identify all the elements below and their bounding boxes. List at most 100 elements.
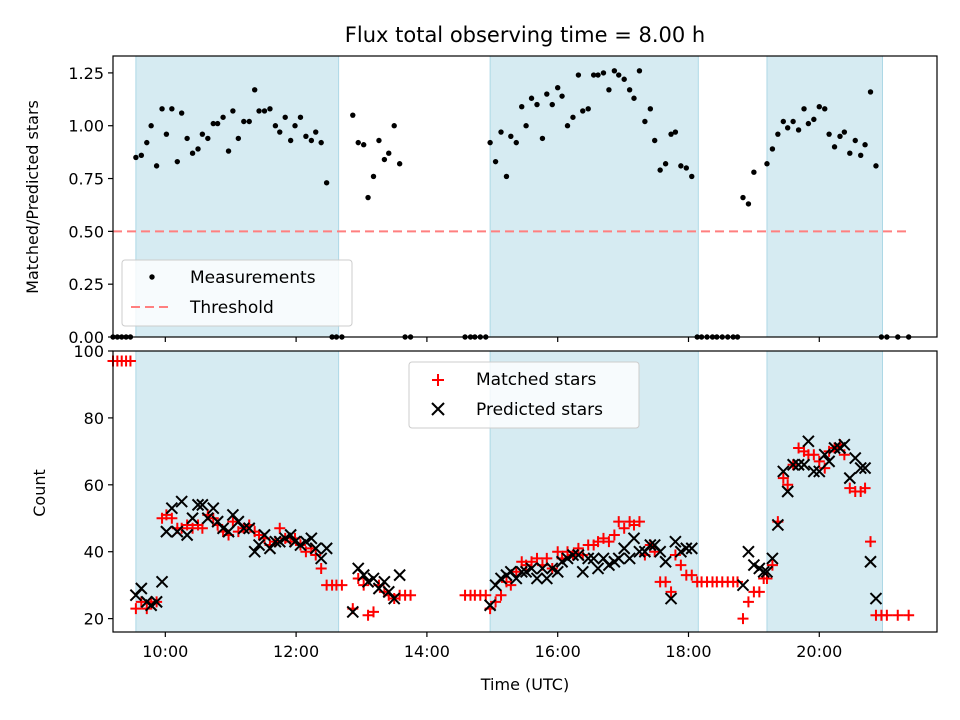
predicted-star-point-32 xyxy=(294,538,307,552)
top-legend-box xyxy=(121,259,353,327)
measurement-point-52 xyxy=(381,156,388,163)
predicted-star-point-41 xyxy=(361,575,375,589)
predicted-star-point-17 xyxy=(216,522,230,535)
predicted-star-point-113 xyxy=(864,555,877,568)
predicted-star-point-29 xyxy=(279,532,292,545)
measurement-point-88 xyxy=(616,72,622,78)
measurement-point-136 xyxy=(873,163,879,169)
predicted-star-point-93 xyxy=(760,565,774,578)
matched-star-point-80 xyxy=(572,542,584,554)
measurement-point-35 xyxy=(287,137,294,144)
measurement-point-47 xyxy=(355,139,361,146)
predicted-star-point-69 xyxy=(591,562,605,575)
predicted-star-point-59 xyxy=(540,572,554,585)
predicted-star-point-88 xyxy=(736,578,750,592)
predicted-star-point-30 xyxy=(284,528,297,542)
top-y-tick-label-2: 0.50 xyxy=(68,222,104,241)
measurement-point-19 xyxy=(205,135,211,142)
matched-star-point-89 xyxy=(618,522,630,534)
measurement-point-21 xyxy=(214,120,221,127)
predicted-star-point-7 xyxy=(165,502,179,515)
predicted-star-point-22 xyxy=(243,522,256,535)
predicted-star-point-6 xyxy=(160,525,173,538)
measurement-point-98 xyxy=(668,131,674,137)
predicted-star-point-62 xyxy=(555,555,569,568)
predicted-star-point-15 xyxy=(207,502,220,515)
measurement-point-28 xyxy=(251,87,258,93)
matched-star-point-126 xyxy=(808,449,820,461)
measurement-point-133 xyxy=(858,152,864,159)
measurement-point-17 xyxy=(195,146,201,152)
predicted-star-point-18 xyxy=(222,525,235,538)
predicted-star-point-77 xyxy=(633,545,646,558)
predicted-star-point-96 xyxy=(777,465,790,478)
matched-star-point-74 xyxy=(541,552,553,564)
predicted-star-point-13 xyxy=(196,498,209,512)
predicted-star-point-99 xyxy=(792,458,805,471)
matched-star-point-100 xyxy=(675,559,687,571)
predicted-star-point-101 xyxy=(802,435,815,448)
measurement-point-86 xyxy=(606,87,612,93)
measurement-point-94 xyxy=(647,106,654,112)
matched-star-point-24 xyxy=(227,516,239,528)
measurement-point-24 xyxy=(230,108,236,114)
matched-star-point-76 xyxy=(552,546,564,558)
measurement-point-84 xyxy=(595,72,601,78)
predicted-star-point-61 xyxy=(551,565,564,578)
predicted-star-point-90 xyxy=(747,558,761,572)
measurement-point-41 xyxy=(318,139,324,146)
predicted-star-point-47 xyxy=(393,568,406,582)
predicted-star-point-85 xyxy=(674,545,688,558)
matched-star-point-88 xyxy=(613,516,625,528)
matched-star-point-12 xyxy=(166,512,178,524)
measurement-point-128 xyxy=(831,144,838,150)
measurement-point-11 xyxy=(163,131,170,137)
predicted-star-point-108 xyxy=(838,438,851,451)
matched-star-point-102 xyxy=(686,569,698,581)
predicted-star-point-68 xyxy=(587,552,600,565)
predicted-star-point-21 xyxy=(237,522,251,535)
legend-matched-marker xyxy=(432,374,444,386)
predicted-star-point-3 xyxy=(144,599,158,612)
predicted-star-point-36 xyxy=(314,552,328,565)
predicted-star-point-60 xyxy=(546,562,559,575)
measurement-point-122 xyxy=(801,106,807,112)
predicted-star-point-109 xyxy=(843,471,857,485)
predicted-star-point-83 xyxy=(664,592,678,605)
predicted-star-point-81 xyxy=(653,545,667,558)
measurement-point-72 xyxy=(534,101,540,108)
measurement-point-99 xyxy=(672,129,679,135)
bottom-x-tick-label-4: 18:00 xyxy=(665,642,711,661)
predicted-star-point-28 xyxy=(273,535,286,548)
matched-star-point-99 xyxy=(669,549,681,561)
measurement-point-51 xyxy=(376,137,382,144)
measurement-point-37 xyxy=(297,114,304,120)
predicted-star-point-55 xyxy=(519,565,533,578)
predicted-star-point-82 xyxy=(659,555,672,568)
matched-star-point-62 xyxy=(480,589,492,601)
predicted-star-point-105 xyxy=(822,455,836,468)
measurement-point-101 xyxy=(683,165,690,171)
measurement-point-64 xyxy=(492,158,499,165)
matched-star-point-45 xyxy=(336,579,348,591)
measurement-point-25 xyxy=(235,135,242,142)
matched-star-point-47 xyxy=(352,572,364,584)
predicted-star-point-92 xyxy=(757,565,770,578)
measurement-point-118 xyxy=(780,118,787,125)
bottom-axes: 10:00 12:00 14:00 16:00 18:00 20:00 20 40 60 80 10… xyxy=(73,342,938,661)
top-legend: Measurements Threshold xyxy=(121,259,353,327)
measurement-point-115 xyxy=(764,161,770,167)
matched-star-point-65 xyxy=(495,589,507,601)
measurement-point-127 xyxy=(826,131,832,137)
bottom-y-tick-label-4: 100 xyxy=(73,342,104,361)
predicted-star-point-57 xyxy=(530,572,544,585)
measurement-point-20 xyxy=(210,120,216,127)
matched-star-point-86 xyxy=(603,536,615,548)
measurement-point-30 xyxy=(261,108,268,114)
measurement-point-68 xyxy=(513,139,519,146)
predicted-star-point-1 xyxy=(135,582,148,595)
measurement-point-46 xyxy=(350,112,356,118)
matched-star-point-41 xyxy=(315,562,327,574)
measurement-point-50 xyxy=(370,173,377,180)
bottom-y-tick-label-0: 20 xyxy=(84,610,104,629)
